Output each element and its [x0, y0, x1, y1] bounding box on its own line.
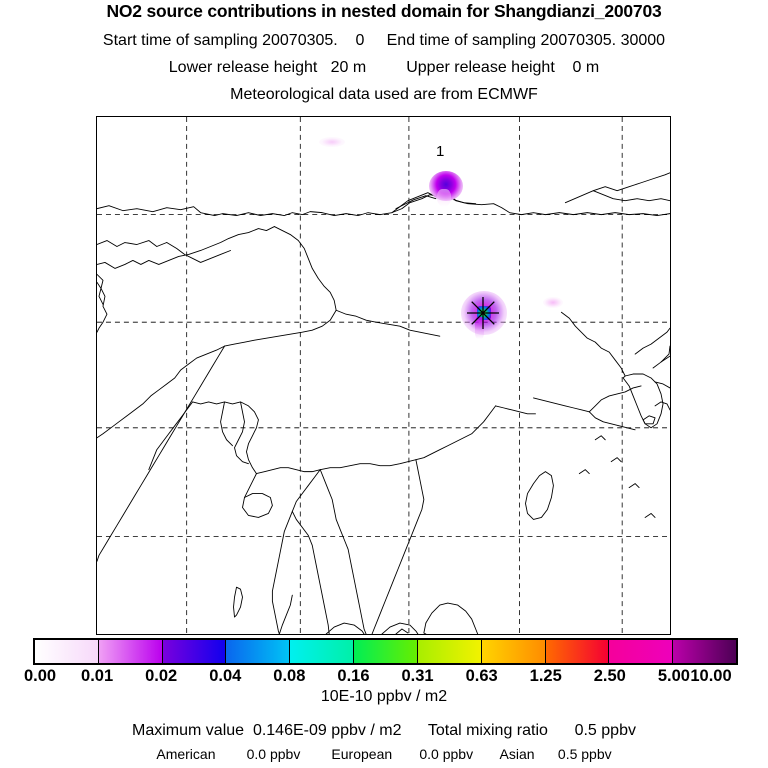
colorbar-segment-1: [98, 640, 163, 663]
colorbar-tick-0.08: 0.08: [273, 667, 306, 685]
page-title: NO2 source contributions in nested domai…: [106, 1, 662, 21]
footer-contributions-line: American 0.0 ppbv European 0.0 ppbv Asia…: [156, 746, 612, 762]
colorbar-segment-0: [35, 640, 99, 663]
colorbar-gradient: [33, 638, 738, 665]
release-point-label: 1: [436, 143, 445, 160]
colorbar-tick-0.02: 0.02: [145, 667, 178, 685]
colorbar-tick-0.00: 0.00: [23, 667, 57, 685]
colorbar-segment-8: [545, 640, 610, 663]
colorbar-segment-3: [226, 640, 291, 663]
footer-max-value-line: Maximum value 0.146E-09 ppbv / m2 Total …: [132, 722, 636, 739]
map-plot-area: 1: [96, 116, 671, 635]
colorbar-segment-2: [162, 640, 227, 663]
colorbar-segment-9: [609, 640, 674, 663]
colorbar-tick-0.16: 0.16: [337, 667, 370, 685]
colorbar-segment-5: [354, 640, 418, 663]
colorbar-tick-labels: 0.00 0.01 0.02 0.04 0.08 0.16 0.31 0.63 1.25 2.50…: [0, 667, 768, 687]
colorbar: [33, 638, 738, 665]
colorbar-tick-1.25: 1.25: [529, 667, 562, 685]
colorbar-segment-10: [673, 640, 736, 663]
colorbar-tick-0.31: 0.31: [401, 667, 434, 685]
map-coastlines-svg: [97, 117, 670, 634]
colorbar-units-label: 10E-10 ppbv / m2: [320, 688, 448, 705]
colorbar-segment-7: [481, 640, 546, 663]
colorbar-tick-0.04: 0.04: [209, 667, 242, 685]
sampling-times-line: Start time of sampling 20070305. 0 End t…: [102, 32, 666, 49]
coastline-paths: [97, 172, 670, 634]
colorbar-segment-4: [290, 640, 355, 663]
colorbar-tick-0.01: 0.01: [81, 667, 114, 685]
colorbar-segment-6: [417, 640, 482, 663]
star-marker-icon: [467, 297, 499, 329]
colorbar-tick-10.00: 10.00: [690, 667, 732, 685]
release-heights-line: Lower release height 20 m Upper release …: [168, 59, 600, 76]
colorbar-tick-2.50: 2.50: [593, 667, 626, 685]
meteorological-data-line: Meteorological data used are from ECMWF: [230, 86, 538, 103]
colorbar-tick-5.00: 5.00: [657, 667, 690, 685]
colorbar-tick-0.63: 0.63: [465, 667, 498, 685]
